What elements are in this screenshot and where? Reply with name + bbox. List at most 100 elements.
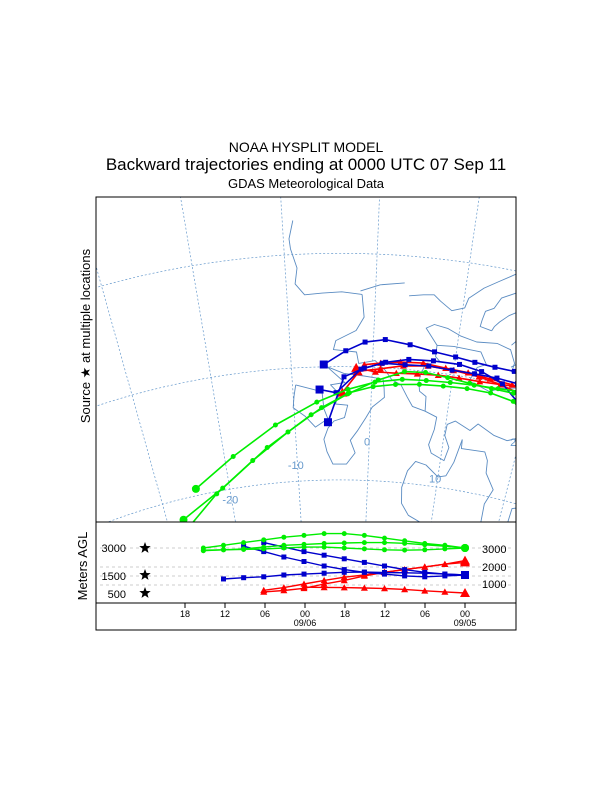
coastline [541,306,545,334]
coastline [555,382,562,417]
trajectory-point-green-2 [423,369,429,375]
trajectory-point-red-2 [530,390,537,396]
height-point-blue-1-height [361,559,367,565]
left-height-label: 500 [108,589,126,601]
trajectory-point-green-3 [447,380,453,386]
meridian-line [498,452,516,522]
height-point-green-1-height [221,542,226,548]
longitude-label: 20 [510,437,522,449]
height-point-red-1-height [401,585,409,593]
lat-lon-grid: -30 -20 -10 0 10 20 [0,197,612,792]
trajectory-point-red-3 [413,370,421,377]
height-panel [100,531,512,598]
model-title: NOAA HYSPLIT MODEL [228,139,384,155]
height-point-green-1-height [321,531,327,537]
height-point-red-1-height [320,583,328,591]
trajectory-point-blue-3 [432,349,438,355]
meridian-line [542,200,612,792]
longitude-label: 0 [364,436,370,448]
height-point-blue-3-height [221,576,226,582]
height-point-green-3-height [422,547,428,553]
trajectory-point-red-3 [538,385,545,391]
height-point-green-2-height [361,540,367,546]
trajectory-point-blue-2 [333,390,339,396]
trajectory-blue-3 [323,338,516,373]
endpoint-star-source-3 [557,385,568,396]
height-point-red-1-height [381,585,388,592]
parallel-line [64,707,610,792]
trajectory-point-red-1 [521,392,528,398]
right-height-label: 3000 [482,544,506,556]
height-point-blue-2-height [321,563,327,569]
parallel-line [96,252,516,288]
time-tick-label: 06 [420,609,430,619]
trajectory-point-blue-1 [430,358,436,364]
trajectory-point-blue-2 [379,360,385,366]
trajectory-point-green-1 [440,383,446,389]
trajectory-point-green-3 [495,386,501,392]
height-point-red-3-height [260,586,268,594]
height-point-blue-3-height [442,571,448,577]
trajectory-point-blue-2 [315,385,324,394]
height-point-blue-3-height [281,572,287,578]
coastline [323,366,385,465]
height-start-star [139,569,151,580]
meridian-line [365,197,380,522]
trajectory-point-blue-2 [514,381,516,387]
trajectory-point-blue-2 [472,371,478,377]
meridian-line [180,197,236,522]
height-point-green-3-height [361,546,367,552]
height-point-blue-1-height [382,563,387,569]
coastline [491,312,516,332]
height-point-red-3-height [441,560,449,567]
trajectory-point-blue-3 [472,359,478,365]
height-point-green-1-height [382,535,387,541]
height-point-green-3-height [442,546,448,552]
height-point-red-3-height [460,557,470,567]
trajectory-point-green-3 [230,453,236,459]
trajectory-point-blue-3 [511,368,516,374]
trajectory-point-blue-3 [319,360,328,369]
height-point-red-3-height [340,573,348,580]
height-point-red-2-height [300,584,308,592]
trajectory-point-green-2 [179,515,188,522]
trajectory-point-blue-3 [382,337,388,343]
run-title: Backward trajectories ending at 0000 UTC… [105,155,507,174]
trajectory-point-green-3 [423,378,429,384]
trajectory-point-red-3 [518,384,525,390]
trajectory-point-red-1 [376,365,384,372]
time-tick-label: 18 [180,609,190,619]
coastline [510,364,516,368]
height-point-red-1-height [340,584,348,591]
height-point-green-1-height [261,537,267,543]
trajectory-point-blue-1 [479,369,485,375]
height-point-green-3-height [402,547,408,553]
height-point-blue-3-height [321,570,327,576]
coastline [401,439,463,522]
height-point-red-2-height [340,576,348,584]
height-point-green-3-height [321,544,327,550]
height-point-blue-3-height [361,569,367,575]
height-point-green-3-height [461,544,469,552]
height-point-blue-1-height [341,556,347,562]
height-point-blue-1-height [402,567,408,573]
trajectory-point-green-2 [445,375,451,381]
height-point-green-1-height [241,540,247,546]
height-point-green-1-height [281,534,287,540]
coastline [360,282,405,292]
trajectory-point-blue-3 [530,373,535,378]
height-point-red-1-height [360,584,368,591]
height-point-blue-2-height [281,554,287,560]
meridian-line [0,213,132,792]
height-point-blue-3-height [341,569,347,575]
time-tick-label: 12 [380,609,390,619]
trajectory-point-blue-1 [457,361,463,367]
date-label: 09/05 [454,618,477,628]
trajectory-point-green-3 [471,382,477,388]
trajectory-point-green-3 [345,386,351,392]
coastline [332,294,516,462]
trajectory-point-green-1 [416,381,422,387]
height-point-blue-2-height [402,573,408,579]
height-point-green-2-height [341,540,347,546]
